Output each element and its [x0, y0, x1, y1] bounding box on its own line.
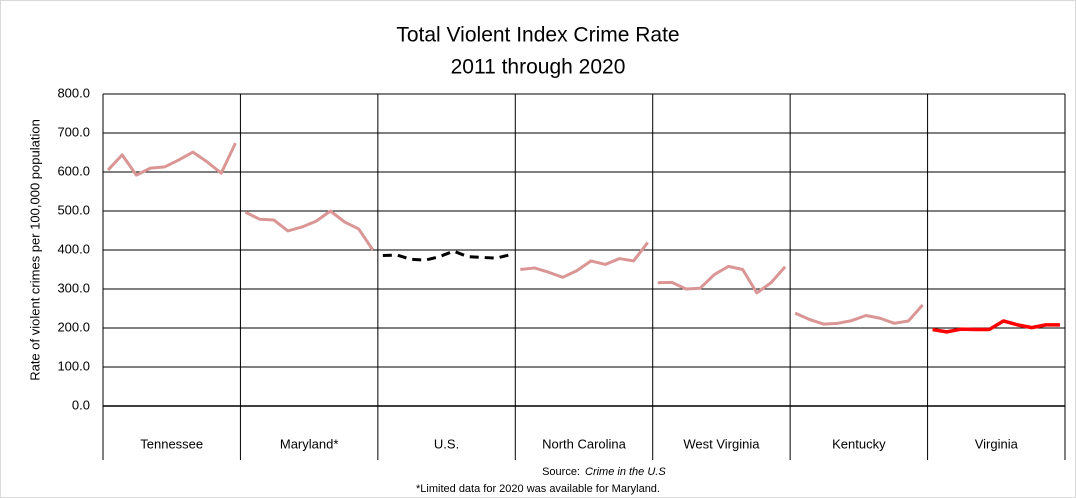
category-label: North Carolina: [542, 436, 627, 451]
series-line: [382, 249, 511, 262]
y-axis-label: Rate of violent crimes per 100,000 popul…: [27, 119, 42, 381]
series-line: [244, 209, 375, 251]
y-tick-label: 400.0: [57, 241, 90, 256]
category-label: West Virginia: [683, 436, 760, 451]
category-label: Tennessee: [140, 436, 203, 451]
category-label: U.S.: [434, 436, 459, 451]
series-line: [794, 303, 924, 326]
category-label: Kentucky: [832, 436, 886, 451]
series-line: [657, 264, 787, 295]
series-line: [106, 142, 237, 177]
y-tick-label: 100.0: [57, 358, 90, 373]
chart-title: Total Violent Index Crime Rate: [396, 24, 679, 47]
y-tick-label: 500.0: [57, 202, 90, 217]
y-tick-label: 700.0: [57, 124, 90, 139]
footnote: *Limited data for 2020 was available for…: [416, 483, 660, 495]
series-line: [932, 319, 1060, 334]
category-label: Virginia: [975, 436, 1019, 451]
y-tick-label: 300.0: [57, 280, 90, 295]
y-tick-label: 200.0: [57, 319, 90, 334]
category-label: Maryland*: [280, 436, 339, 451]
y-tick-label: 800.0: [57, 85, 90, 100]
y-tick-label: 0.0: [72, 397, 90, 412]
y-tick-label: 600.0: [57, 163, 90, 178]
source: Crime in the U.S: [585, 466, 666, 478]
source-prefix: Source:: [542, 466, 580, 478]
series-line: [520, 241, 649, 279]
chart-subtitle: 2011 through 2020: [451, 56, 626, 79]
